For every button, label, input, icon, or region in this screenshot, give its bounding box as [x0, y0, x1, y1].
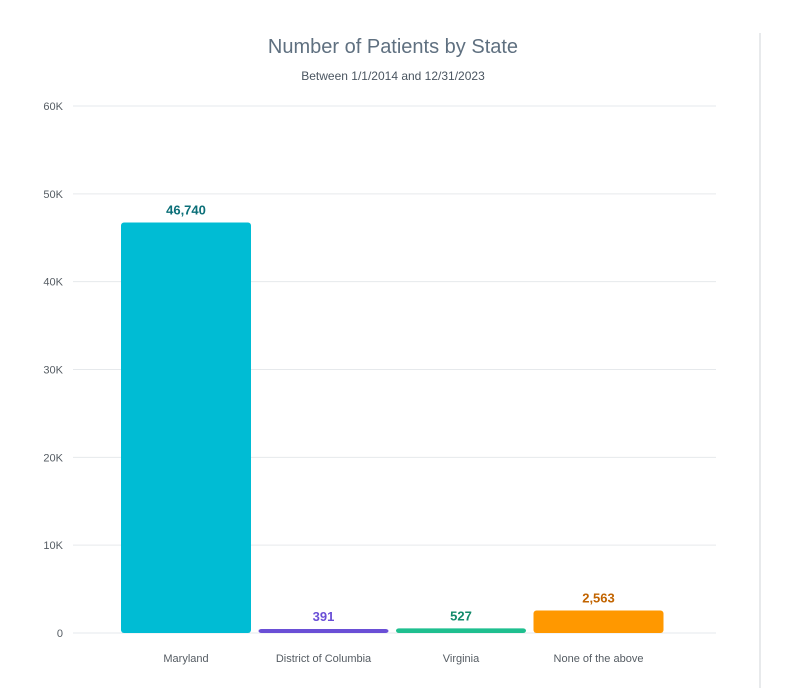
- data-label: 527: [450, 608, 472, 623]
- x-tick-label: None of the above: [554, 653, 644, 665]
- data-labels: 46,740 391 527 2,563: [166, 202, 615, 624]
- chart-subtitle: Between 1/1/2014 and 12/31/2023: [301, 69, 485, 83]
- y-tick-label: 10K: [43, 540, 63, 552]
- x-tick-label: Maryland: [163, 653, 208, 665]
- data-label: 2,563: [582, 590, 615, 605]
- bar: [396, 628, 526, 633]
- bar: [533, 610, 664, 633]
- y-tick-label: 30K: [43, 365, 63, 377]
- bar: [121, 222, 251, 634]
- bar: [258, 629, 389, 633]
- y-tick-label: 20K: [43, 452, 63, 464]
- y-axis-ticks: 0 10K 20K 30K 40K 50K 60K: [43, 101, 63, 640]
- y-tick-label: 40K: [43, 277, 63, 289]
- bars: [121, 222, 664, 634]
- x-axis-ticks: Maryland District of Columbia Virginia None…: [163, 653, 643, 665]
- y-tick-label: 50K: [43, 189, 63, 201]
- chart-title: Number of Patients by State: [268, 36, 518, 58]
- y-tick-label: 0: [57, 628, 63, 640]
- y-tick-label: 60K: [43, 101, 63, 113]
- x-tick-label: District of Columbia: [276, 653, 372, 665]
- data-label: 46,740: [166, 202, 206, 217]
- data-label: 391: [313, 609, 335, 624]
- x-tick-label: Virginia: [443, 653, 480, 665]
